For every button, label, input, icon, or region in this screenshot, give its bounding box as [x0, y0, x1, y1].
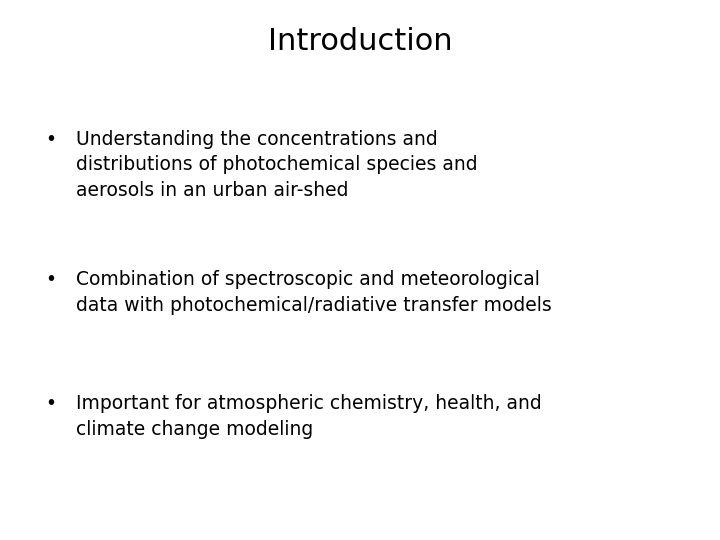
- Text: Understanding the concentrations and
distributions of photochemical species and
: Understanding the concentrations and dis…: [76, 130, 477, 200]
- Text: Combination of spectroscopic and meteorological
data with photochemical/radiativ: Combination of spectroscopic and meteoro…: [76, 270, 552, 315]
- Text: Important for atmospheric chemistry, health, and
climate change modeling: Important for atmospheric chemistry, hea…: [76, 394, 541, 439]
- Text: •: •: [45, 270, 56, 289]
- Text: •: •: [45, 394, 56, 413]
- Text: •: •: [45, 130, 56, 148]
- Text: Introduction: Introduction: [268, 27, 452, 56]
